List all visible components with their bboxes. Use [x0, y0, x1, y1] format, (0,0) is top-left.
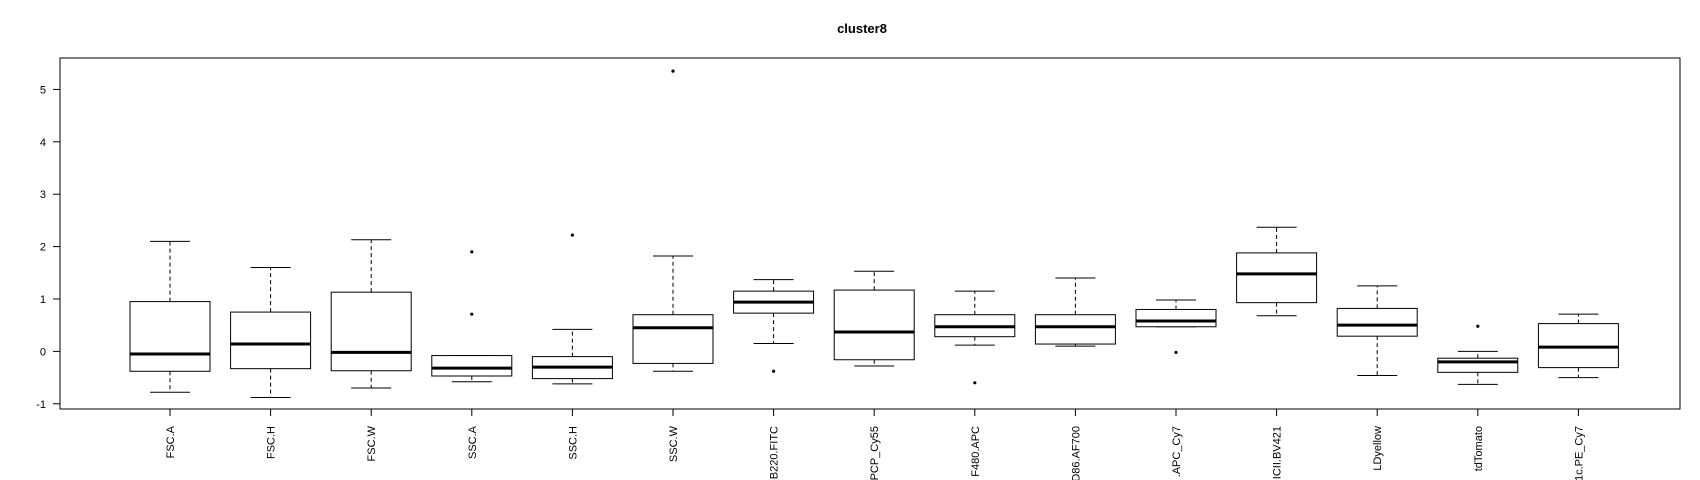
box-FSC.W: [330, 239, 412, 389]
box-FSC.A: [129, 240, 211, 393]
box-SSC.W: [632, 69, 714, 372]
chart-title: cluster8: [837, 21, 887, 36]
x-tick-label: SSC.H: [567, 426, 579, 460]
y-axis: -1 0 1 2 3 4 5: [36, 84, 61, 411]
y-tick-label: 4: [40, 137, 46, 149]
box-1c.PE_Cy7: [1537, 313, 1619, 379]
y-tick-label: 0: [40, 346, 46, 358]
y-tick-label: -1: [36, 399, 46, 411]
box-B220.FITC: [733, 279, 815, 373]
x-tick-label: FSC.W: [366, 425, 378, 461]
x-tick-label: FSC.H: [266, 426, 278, 459]
x-tick-label: FSC.A: [165, 425, 177, 458]
outlier-point: [671, 69, 675, 73]
box-SSC.A: [431, 250, 513, 383]
x-tick-label: B220.FITC: [769, 426, 781, 479]
outlier-point: [973, 381, 977, 385]
outlier-point: [1174, 350, 1178, 355]
outlier-point: [570, 233, 575, 237]
x-tick-label: SSC.A: [467, 425, 479, 459]
x-tick-label: 1c.PE_Cy7: [1573, 426, 1585, 480]
box-ICII.BV421: [1236, 226, 1318, 317]
outlier-point: [1476, 324, 1480, 328]
x-tick-label: D86.AF700: [1070, 426, 1082, 480]
box-FSC.H: [230, 267, 312, 398]
box-body: [632, 314, 714, 364]
box-F480.APC: [934, 290, 1016, 385]
y-tick-label: 2: [40, 242, 46, 254]
x-tick-label: ICII.BV421: [1272, 426, 1284, 479]
box-body: [1437, 357, 1519, 373]
box-body: [1135, 308, 1217, 328]
box-body: [833, 289, 915, 361]
box-body: [330, 291, 412, 372]
box-.APC_Cy7: [1135, 299, 1217, 355]
box-body: [431, 355, 513, 377]
box-body: [1236, 252, 1318, 304]
outlier-point: [470, 250, 474, 254]
x-tick-label: SSC.W: [668, 425, 680, 462]
x-tick-label: .APC_Cy7: [1171, 426, 1183, 477]
x-tick-label: LDyellow: [1372, 426, 1384, 471]
box-LDyellow: [1336, 285, 1418, 376]
box-body: [1034, 314, 1116, 345]
x-tick-label: tdTomato: [1473, 426, 1485, 471]
box-SSC.H: [531, 233, 613, 385]
y-tick-label: 5: [40, 84, 46, 96]
box-body: [129, 301, 211, 372]
y-tick-label: 1: [40, 294, 46, 306]
y-tick-label: 3: [40, 189, 46, 201]
outlier-point: [772, 369, 776, 373]
box-D86.AF700: [1034, 277, 1116, 347]
box-body: [1336, 307, 1418, 337]
x-tick-label: F480.APC: [970, 426, 982, 477]
x-axis-labels: FSC.A FSC.H FSC.W SSC.A SSC.H SSC.W B220.FITC P…: [165, 408, 1585, 480]
box-body: [230, 311, 312, 370]
box-body: [1537, 323, 1619, 369]
outlier-point: [470, 312, 474, 316]
x-tick-label: PCP_Cy55: [869, 426, 881, 480]
box-series: [129, 69, 1619, 398]
box-tdTomato: [1437, 324, 1519, 385]
box-PCP_Cy55: [833, 270, 915, 367]
